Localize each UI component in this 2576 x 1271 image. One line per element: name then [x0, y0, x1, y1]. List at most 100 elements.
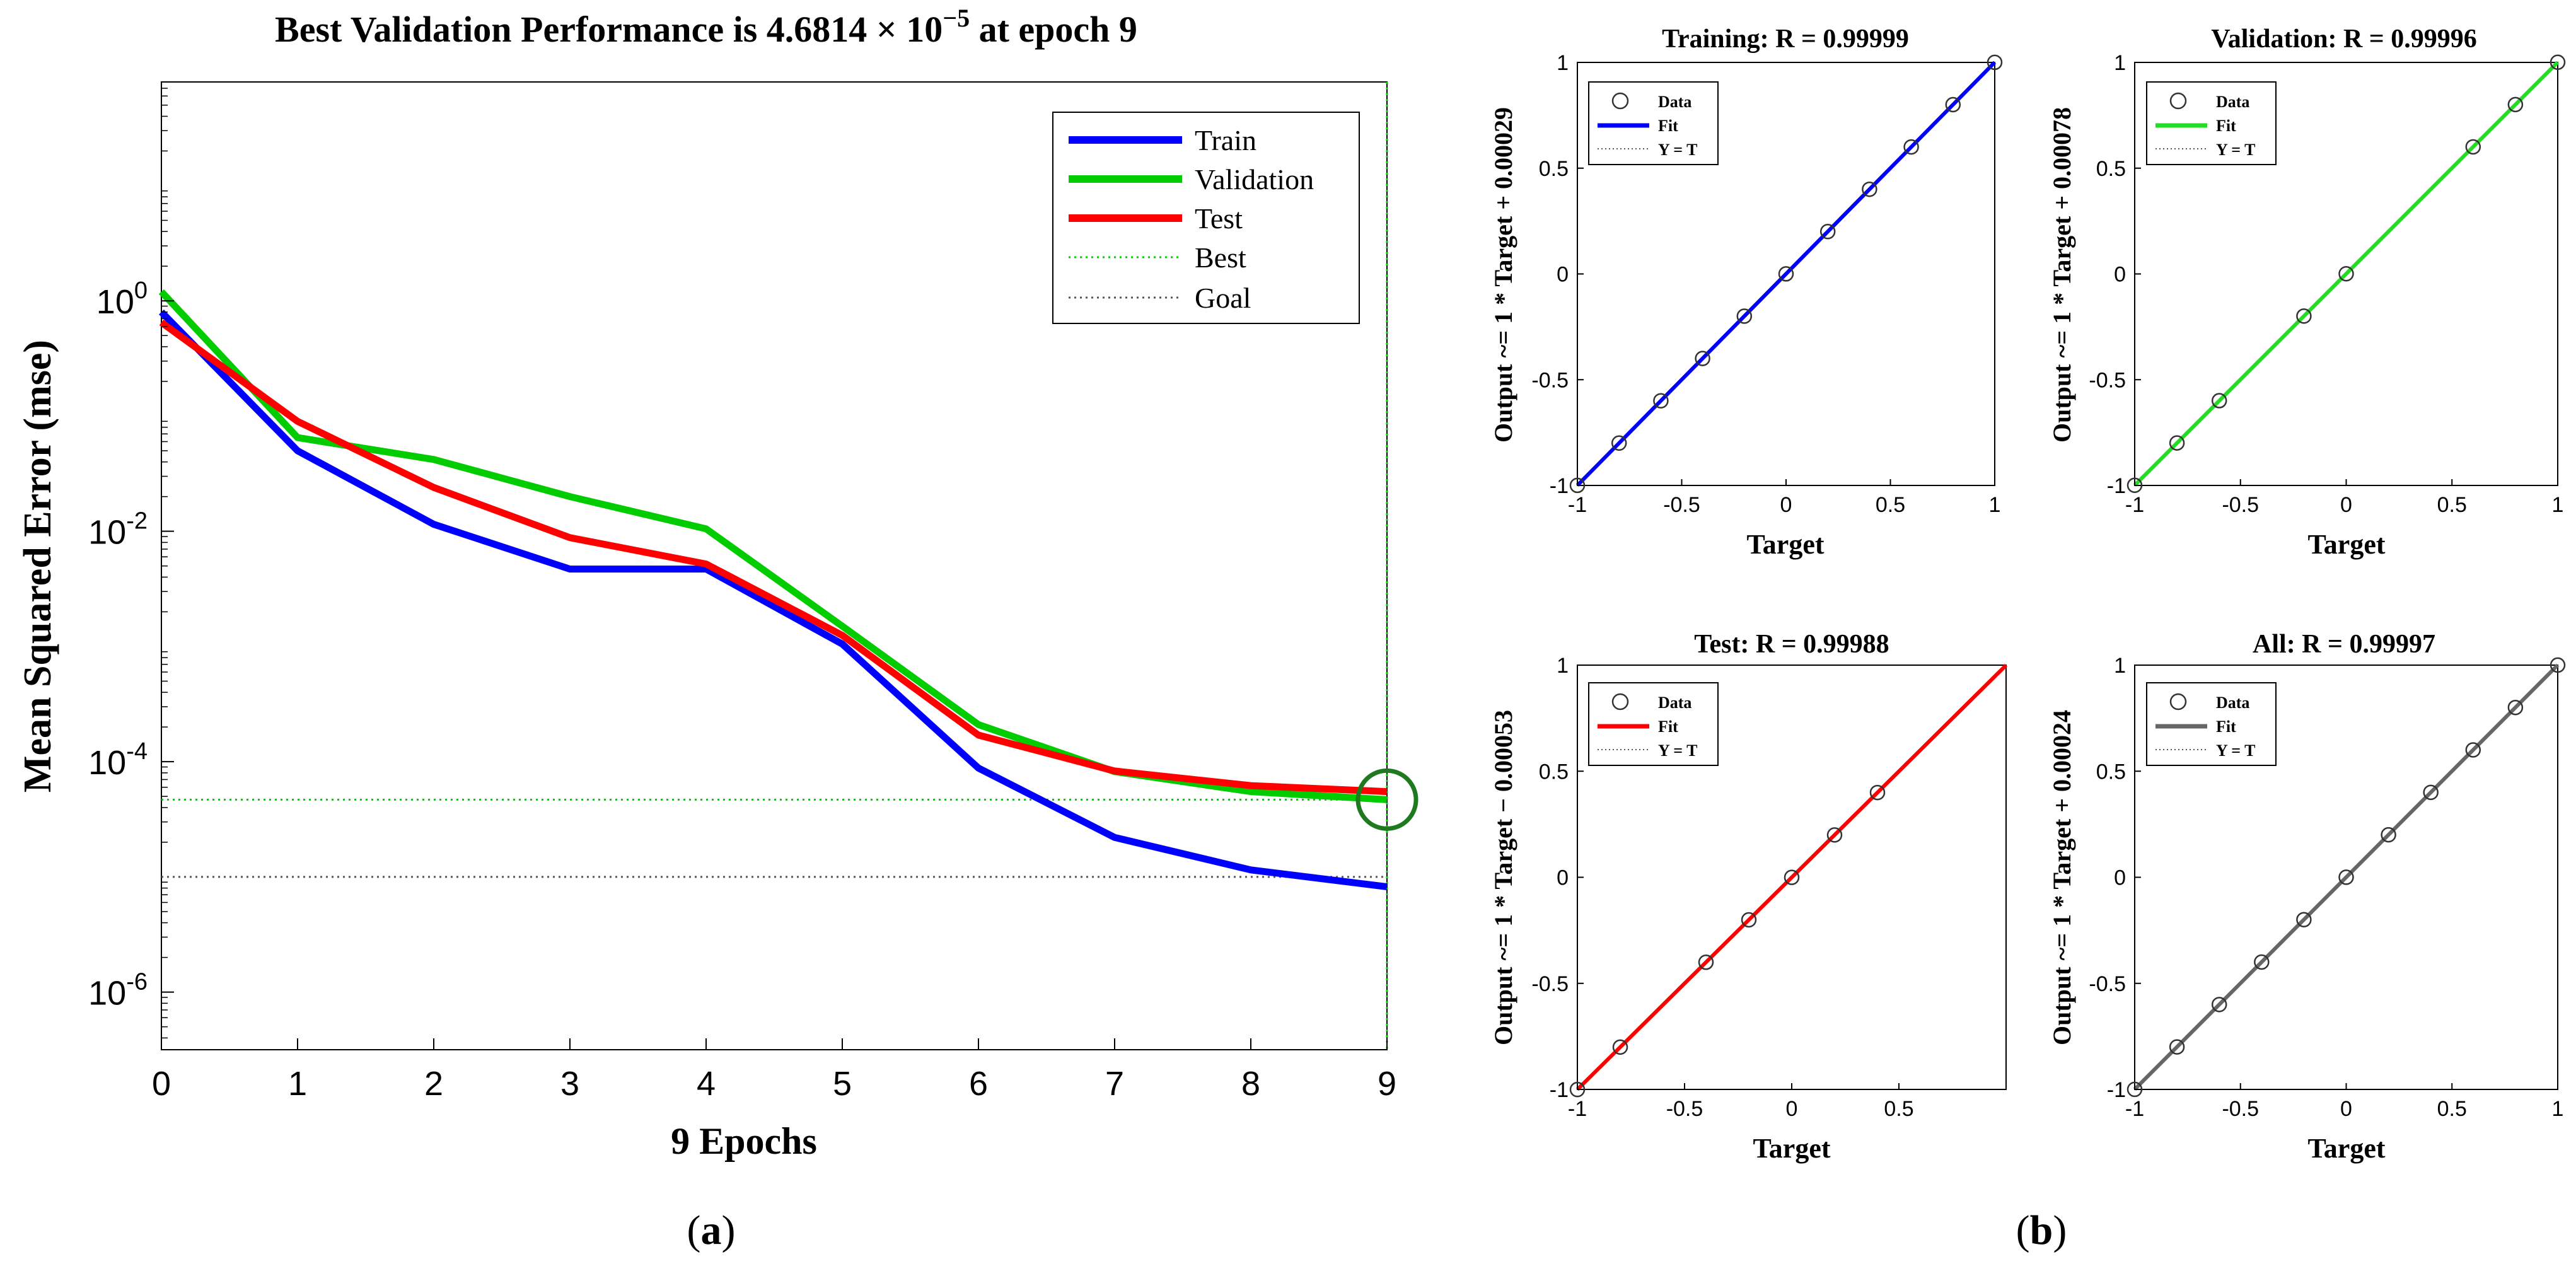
- y-tick-label: 10-2: [88, 508, 148, 552]
- data-point: [2126, 477, 2143, 493]
- y-tick-exponent: 0: [134, 277, 148, 304]
- performance-y-label: Mean Squared Error (mse): [16, 340, 59, 792]
- data-point: [2423, 784, 2439, 801]
- legend-train-label: Train: [1195, 124, 1256, 156]
- legend-best-label: Best: [1195, 241, 1246, 274]
- fit-line: [2133, 61, 2560, 487]
- data-point: [2211, 393, 2227, 409]
- data-point: [2465, 139, 2481, 155]
- regression-chart-training: Training: R = 0.99999 -1 -0.5 0 0.5 1 1 0.5 0 -0…: [1489, 25, 2003, 560]
- y-tick-base: 10: [96, 283, 134, 321]
- data-point: [2381, 827, 2396, 843]
- x-tick-label: 0: [1786, 1097, 1798, 1121]
- regression-y-label-test: Output ~= 1 * Target − 0.00053: [1489, 710, 1517, 1045]
- legend-yt-label: Y = T: [1658, 741, 1698, 760]
- legend-goal-label: Goal: [1195, 282, 1251, 314]
- x-tick-label: -0.5: [2222, 493, 2259, 517]
- series-line-test: [159, 319, 1388, 796]
- regression-title-all: All: R = 0.99997: [2253, 630, 2435, 659]
- x-tick-label: 2: [424, 1065, 443, 1103]
- data-point: [1653, 393, 1669, 409]
- x-tick-label: 6: [969, 1065, 988, 1103]
- data-point: [2254, 954, 2270, 970]
- regression-x-label-test: Target: [1753, 1133, 1830, 1164]
- legend-fit-label: Fit: [1658, 117, 1678, 135]
- legend-validation-label: Validation: [1195, 163, 1314, 195]
- data-point: [1695, 351, 1710, 366]
- data-point: [1698, 955, 1714, 970]
- regression-title-test: Test: R = 0.99988: [1694, 630, 1889, 659]
- performance-x-label: 9 Epochs: [671, 1120, 817, 1162]
- legend-yt-label: Y = T: [2216, 741, 2256, 760]
- regression-title-validation: Validation: R = 0.99996: [2211, 25, 2476, 54]
- performance-legend: Train Validation Test Best Goal: [1052, 112, 1360, 324]
- performance-title: Best Validation Performance is 4.6814 × …: [275, 4, 1137, 50]
- y-tick-base: 10: [88, 744, 126, 782]
- legend-data-label: Data: [2216, 694, 2249, 712]
- legend-data-marker: [1611, 693, 1629, 711]
- data-point: [2550, 54, 2566, 70]
- y-tick-label: 10-6: [88, 969, 148, 1013]
- regression-chart-all: All: R = 0.99997 -1 -0.5 0 0.5 1 1 0.5 0 -0.5-1 …: [2048, 630, 2566, 1164]
- legend-data-marker: [2169, 693, 2187, 711]
- y-tick-label: 0.5: [2096, 157, 2126, 181]
- best-epoch-marker: [1355, 768, 1419, 831]
- performance-series: [158, 289, 1419, 891]
- y-tick-label: -0.5: [2089, 368, 2126, 392]
- legend-test-label: Test: [1195, 202, 1243, 235]
- x-tick-label: 8: [1241, 1065, 1260, 1103]
- data-point: [2169, 435, 2185, 451]
- x-tick-label: 1: [2552, 493, 2564, 517]
- x-tick-label: -1: [1568, 493, 1587, 517]
- y-tick-label: 10-4: [88, 738, 148, 782]
- legend-yt-label: Y = T: [1658, 141, 1698, 159]
- regression-marks-all: -1 -0.5 0 0.5 1 1 0.5 0 -0.5 -1: [2089, 654, 2566, 1121]
- y-tick-label: 1: [1557, 654, 1569, 678]
- data-point: [1987, 54, 2003, 71]
- y-tick-label: 0: [2114, 263, 2126, 287]
- legend-data-marker: [2169, 92, 2187, 110]
- x-tick-label: -0.5: [1663, 493, 1700, 517]
- x-tick-label: 4: [697, 1065, 716, 1103]
- x-tick-label: 1: [1989, 493, 2001, 517]
- y-tick-base: 10: [88, 514, 126, 552]
- y-tick-label: -0.5: [1531, 368, 1569, 392]
- y-tick-label: -1: [1550, 1078, 1569, 1102]
- y-tick-label: 0: [1557, 866, 1569, 890]
- y-tick-label: -1: [2107, 1078, 2126, 1102]
- data-point: [1778, 266, 1794, 282]
- regression-legend-all: Data Fit Y = T: [2146, 682, 2277, 766]
- regression-chart-validation: Validation: R = 0.99996 -1 -0.5 0 0.5 1 1 0.5 0…: [2048, 25, 2566, 560]
- y-tick-exponent: -2: [126, 508, 148, 535]
- y-tick-label: -1: [2107, 474, 2126, 498]
- y-tick-label: 1: [2114, 654, 2126, 678]
- x-tick-label: 1: [2552, 1097, 2564, 1121]
- legend-yt-label: Y = T: [2216, 141, 2256, 159]
- legend-fit-label: Fit: [2216, 717, 2236, 736]
- fit-line: [1575, 61, 1997, 487]
- legend-fit-label: Fit: [1658, 717, 1678, 736]
- performance-reference-lines: [161, 82, 1388, 1050]
- regression-x-label-all: Target: [2307, 1133, 2385, 1164]
- legend-data-label: Data: [2216, 93, 2249, 111]
- y-tick-label: 0: [2114, 866, 2126, 890]
- regression-legend-test: Data Fit Y = T: [1588, 682, 1719, 766]
- regression-y-label-training: Output ~= 1 * Target + 0.00029: [1489, 107, 1517, 443]
- y-tick-label: 0.5: [1539, 760, 1569, 784]
- y-tick-exponent: -4: [126, 738, 148, 765]
- x-tick-label: -0.5: [2222, 1097, 2259, 1121]
- data-point: [1611, 435, 1627, 451]
- regression-marks-training: -1 -0.5 0 0.5 1 1 0.5 0 -0.5 -1: [1531, 51, 2003, 517]
- y-tick-label: 0: [1557, 263, 1569, 287]
- x-tick-label: 0: [2340, 1097, 2352, 1121]
- data-point: [1826, 827, 1843, 843]
- data-point: [2507, 699, 2524, 716]
- caption-b: (b): [2016, 1207, 2067, 1253]
- regression-legend-training: Data Fit Y = T: [1588, 81, 1719, 165]
- data-point: [1862, 181, 1877, 197]
- x-tick-label: 0.5: [1876, 493, 1905, 517]
- regression-y-label-all: Output ~= 1 * Target + 0.00024: [2048, 710, 2076, 1045]
- y-tick-label: 100: [96, 277, 148, 321]
